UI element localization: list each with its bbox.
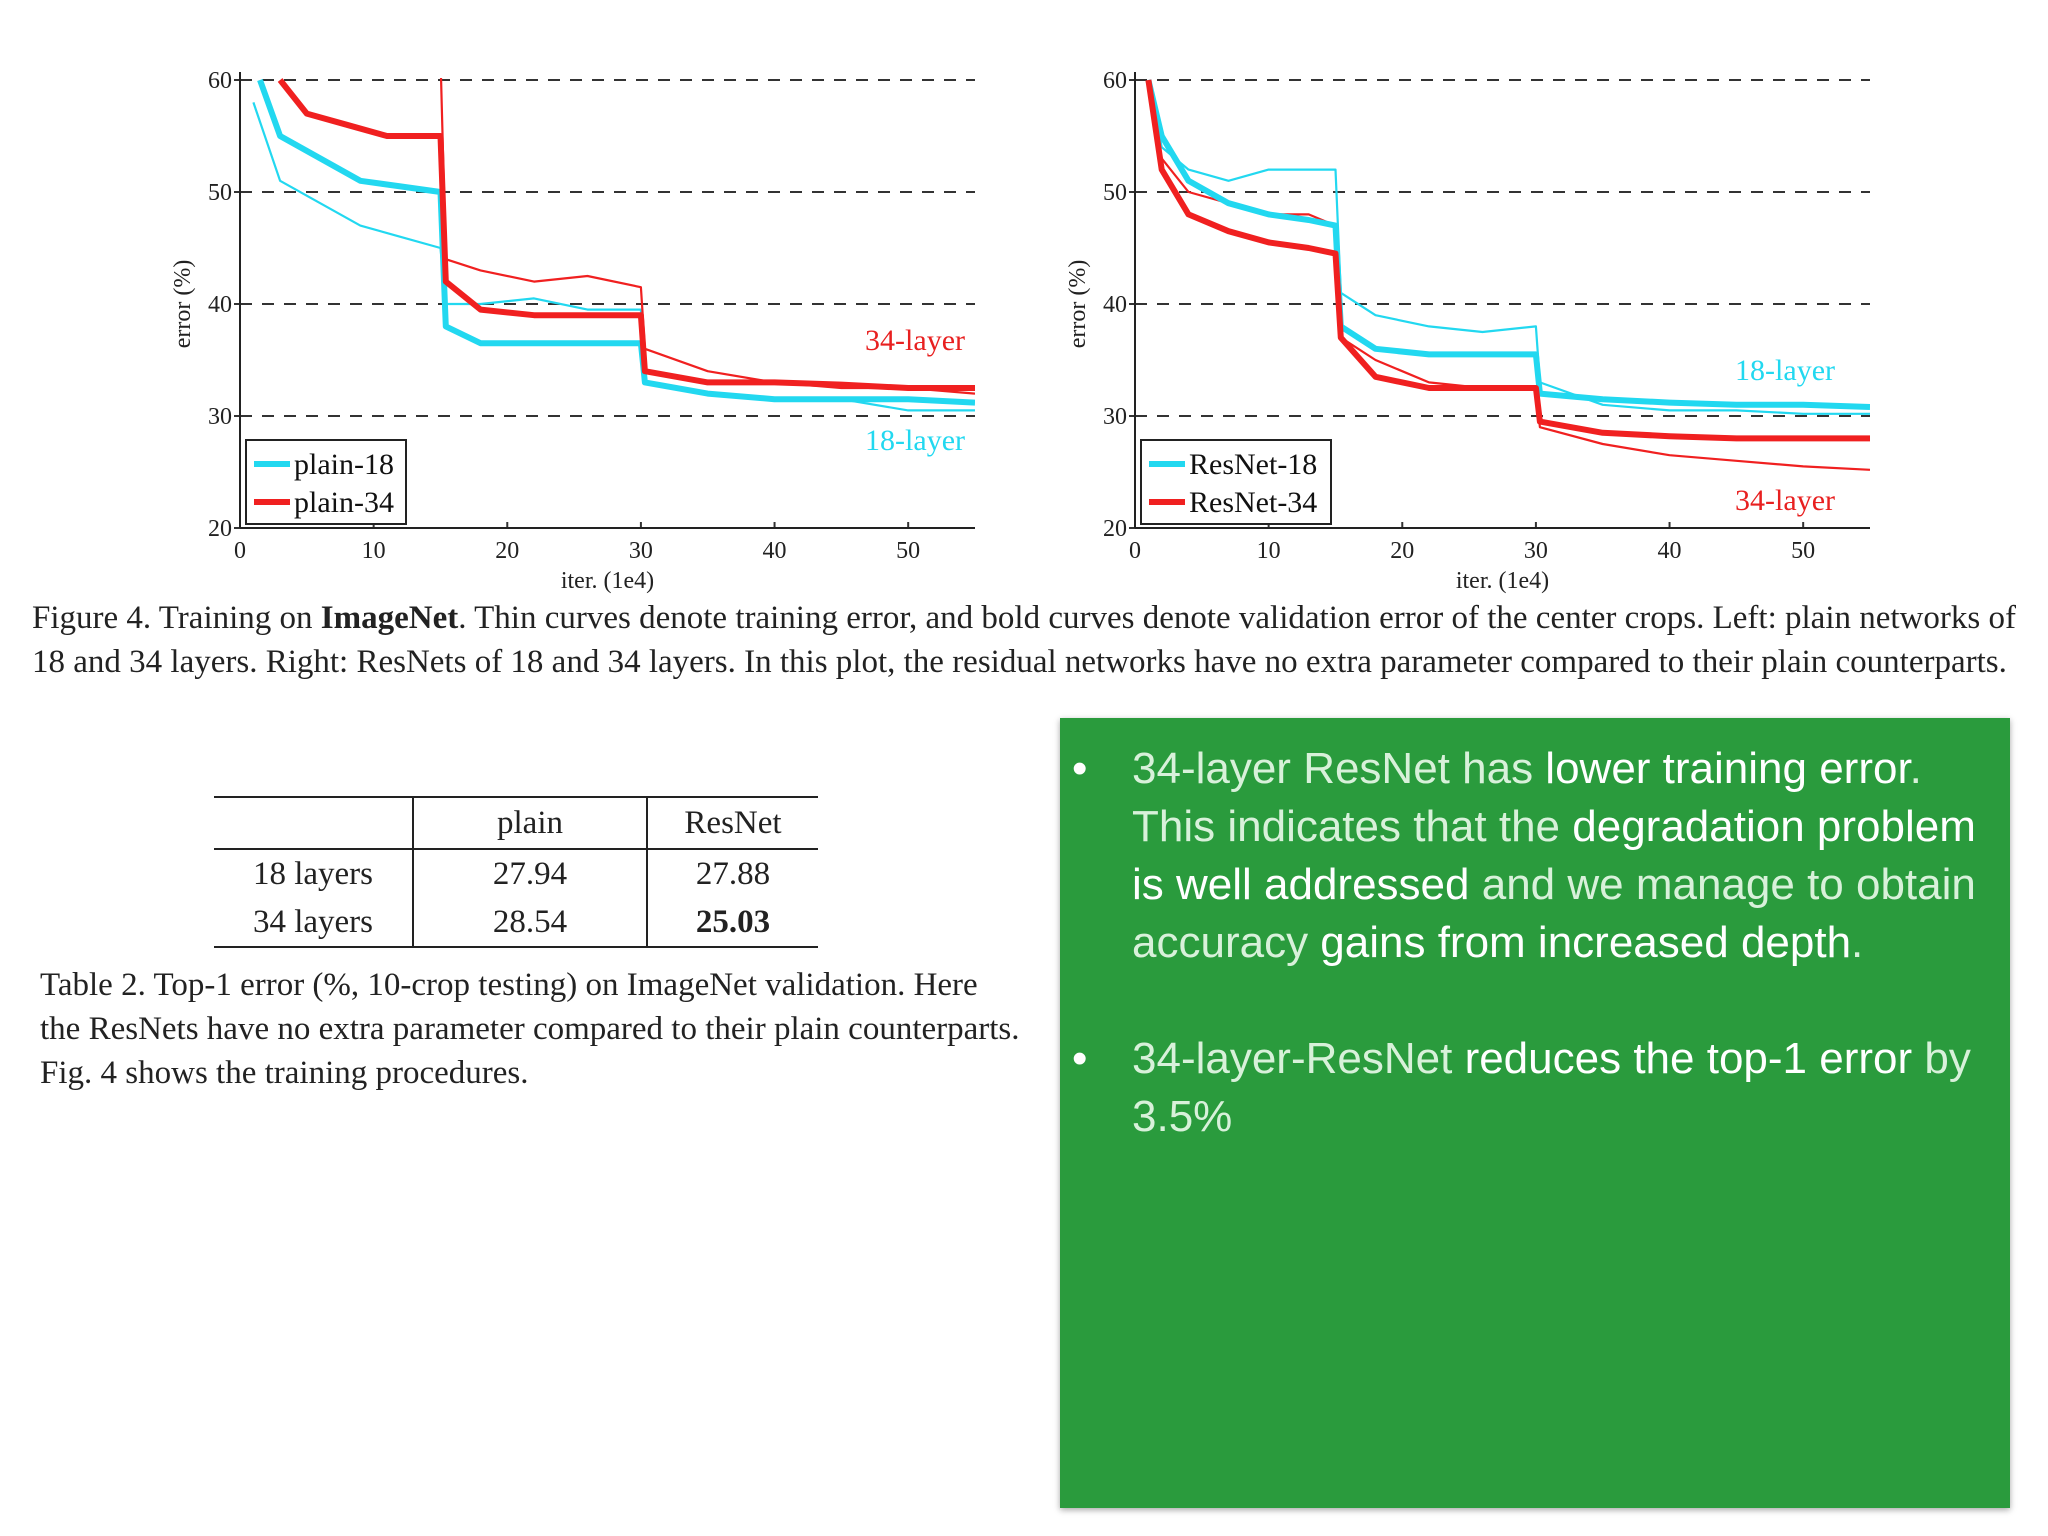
table-header-empty [214,796,413,850]
y-tick-label: 20 [208,516,232,542]
table-row-label: 34 layers [214,898,413,948]
figure-caption-rest: . Thin curves denote training error, and… [32,600,2016,680]
bullet-marker: • [1072,1034,1088,1083]
y-tick-label: 50 [1103,180,1127,206]
y-tick-label: 40 [1103,292,1127,318]
series-line-resnet-18-val [1145,79,1870,410]
legend-label: plain-18 [294,448,394,481]
y-axis-label: error (%) [1065,260,1091,349]
bullet-text: and we manage to obtain accuracy [1132,860,1976,967]
plain-chart-svg: 20 30 40 50 60 0 10 20 30 40 50 iter. (1e4) error (%… [170,68,975,594]
y-tick-label: 30 [208,404,232,430]
series-line-plain-18-train [252,102,975,412]
series-line-plain-18-val [257,78,975,406]
x-tick-label: 50 [896,538,920,564]
bullet-item: • 34-layer ResNet has lower training erro… [1072,740,1986,972]
bullet-emphasis: gains from increased depth [1320,918,1852,967]
table-header-row: plain ResNet [214,796,818,850]
x-tick-label: 30 [629,538,653,564]
x-tick-label: 20 [1390,538,1414,564]
bullet-list: • 34-layer ResNet has lower training erro… [1060,718,2010,1146]
legend-box [1140,439,1332,525]
y-tick-label: 40 [208,292,232,318]
bullet-marker: • [1072,744,1088,793]
legend-label: ResNet-18 [1189,448,1317,481]
bullet-text: . [1851,918,1864,967]
y-tick-label: 60 [1103,68,1127,94]
legend-label: plain-34 [294,486,394,519]
table-cell-plain: 27.94 [412,849,647,898]
series-group [252,78,975,412]
x-tick-label: 0 [234,538,246,564]
x-tick-label: 30 [1524,538,1548,564]
x-tick-label: 50 [1791,538,1815,564]
table-header-plain: plain [412,796,647,850]
figure-caption-prefix: Figure 4. Training on [32,600,321,636]
table-header-resnet: ResNet [646,796,818,850]
series-line-plain-34-val [277,78,975,391]
y-tick-label: 50 [208,180,232,206]
figure-caption: Figure 4. Training on ImageNet. Thin cur… [32,596,2022,684]
resnet-chart: 20 30 40 50 60 0 10 20 30 40 50 iter. (1e4) error (%… [1065,30,2048,600]
legend-label: ResNet-34 [1189,486,1317,519]
bullet-text: by 3.5% [1132,1034,1971,1141]
table-row: 34 layers 28.54 25.03 [214,898,818,948]
results-table: plain ResNet 18 layers 27.94 27.88 34 la… [214,796,818,948]
y-tick-label: 20 [1103,516,1127,542]
series-line-resnet-18-train [1147,79,1870,415]
bullet-text: 34-layer-ResNet [1132,1034,1465,1083]
bullet-text: . This indicates that the [1132,744,1922,851]
x-tick-label: 0 [1129,538,1141,564]
table-caption: Table 2. Top-1 error (%, 10-crop testing… [40,967,1020,1091]
x-tick-label: 40 [763,538,787,564]
table-cell-resnet: 25.03 [646,898,818,948]
y-tick-label: 30 [1103,404,1127,430]
x-tick-label: 20 [495,538,519,564]
series-line-resnet-34-val [1145,79,1870,442]
legend-box [245,439,407,525]
series-group [1145,79,1870,471]
x-tick-label: 10 [1257,538,1281,564]
table-cell-resnet: 27.88 [646,849,818,898]
bullet-emphasis: lower training error [1545,744,1910,793]
table-row-label: 18 layers [252,855,374,892]
x-axis-label: iter. (1e4) [1456,568,1549,594]
series-annotation: 34-layer [865,324,965,357]
series-annotation: 34-layer [1735,484,1835,517]
resnet-chart-svg: 20 30 40 50 60 0 10 20 30 40 50 iter. (1e4) error (%… [1065,68,1870,594]
bullet-emphasis: degradation problem is well addressed [1132,802,1976,909]
x-tick-label: 10 [362,538,386,564]
bullet-item: • 34-layer-ResNet reduces the top-1 error… [1072,1030,1986,1146]
x-axis-label: iter. (1e4) [561,568,654,594]
x-tick-label: 40 [1658,538,1682,564]
bullet-text: 34-layer ResNet has [1132,744,1546,793]
table-cell-plain: 28.54 [412,898,647,948]
bullet-emphasis: reduces the top-1 error [1464,1034,1913,1083]
y-axis-label: error (%) [170,260,196,349]
series-annotation: 18-layer [865,424,965,457]
plain-chart: 20 30 40 50 60 0 10 20 30 40 50 iter. (1e4) error (%… [170,30,1190,600]
figure-caption-bold: ImageNet [320,600,459,636]
y-tick-label: 60 [208,68,232,94]
summary-box: • 34-layer ResNet has lower training erro… [1060,718,2010,1508]
series-annotation: 18-layer [1735,354,1835,387]
table-row: 18 layers 27.94 27.88 [214,849,818,898]
